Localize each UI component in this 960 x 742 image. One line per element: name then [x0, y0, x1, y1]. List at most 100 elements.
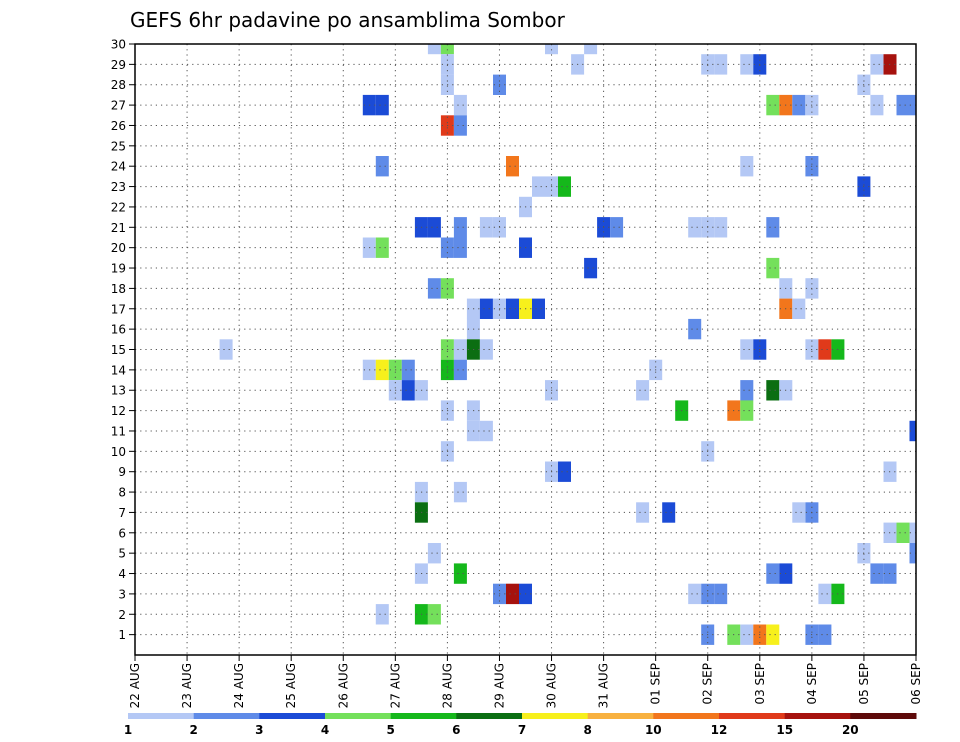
heatmap-cell [401, 380, 415, 401]
legend-label: 5 [387, 723, 395, 737]
y-tick-label: 14 [111, 363, 126, 377]
y-tick-label: 30 [111, 38, 126, 52]
y-tick-label: 15 [111, 343, 126, 357]
heatmap-cell [532, 176, 545, 197]
y-tick-label: 21 [111, 221, 126, 235]
heatmap-cell [740, 624, 754, 645]
heatmap-cell [479, 339, 493, 360]
grid-lines [134, 43, 917, 655]
x-tick-label: 05 SEP [857, 663, 871, 705]
heatmap-cell [766, 94, 780, 116]
heatmap-cell [766, 563, 780, 584]
x-tick-label: 29 AUG [492, 663, 506, 708]
heatmap-cell [636, 380, 650, 401]
heatmap-cell [532, 298, 545, 319]
heatmap-cell [870, 94, 884, 116]
heatmap-cell [427, 278, 441, 299]
y-tick-label: 2 [118, 608, 126, 622]
heatmap-cell [584, 44, 598, 55]
x-tick-label: 28 AUG [440, 663, 454, 708]
chart-title: GEFS 6hr padavine po ansamblima Sombor [130, 8, 566, 32]
legend-label: 1 [124, 723, 132, 737]
y-tick-label: 28 [111, 78, 126, 92]
x-tick-label: 31 AUG [597, 663, 611, 708]
legend-swatch [325, 713, 392, 719]
heatmap-cell [427, 543, 441, 564]
heatmap-cell [375, 604, 389, 625]
legend-swatch [653, 713, 720, 719]
heatmap-cell [909, 94, 916, 116]
y-tick-label: 8 [118, 486, 126, 500]
legend-label: 8 [584, 723, 592, 737]
heatmap-cell [453, 115, 467, 136]
heatmap-cell [375, 156, 389, 177]
heatmap-cell [453, 481, 467, 503]
heatmap-cell [909, 522, 916, 543]
y-tick-label: 24 [111, 160, 126, 174]
heatmap-cell [453, 339, 467, 360]
y-tick-label: 4 [118, 567, 126, 581]
legend-label: 4 [321, 723, 329, 737]
y-tick-label: 22 [111, 200, 126, 214]
heatmap-cell [909, 420, 916, 442]
heatmap-cell [896, 522, 910, 543]
x-tick-label: 24 AUG [232, 663, 246, 708]
legend-swatch [456, 713, 523, 719]
y-tick-label: 12 [111, 404, 126, 418]
heatmap-cell [453, 359, 467, 381]
heatmap-cell [688, 583, 702, 605]
heatmap-cell [792, 94, 806, 116]
heatmap-cell [506, 583, 519, 605]
legend-label: 2 [190, 723, 198, 737]
heatmap-cell [479, 298, 493, 319]
heatmap-cell [766, 257, 780, 279]
heatmap-cell [688, 318, 702, 340]
heatmap-cell [427, 604, 441, 625]
heatmap-cell [375, 94, 389, 116]
heatmap-cell [740, 54, 754, 75]
x-tick-label: 02 SEP [701, 663, 715, 705]
heatmap-cell [375, 237, 389, 258]
x-axis: 22 AUG 23 AUG 24 AUG 25 AUG 26 AUG 27 AUG 28 A… [128, 655, 923, 708]
heatmap-cell [792, 298, 806, 319]
color-legend: 1 2 3 4 5 6 7 8 10 12 15 20 [124, 713, 917, 737]
y-tick-label: 19 [111, 262, 126, 276]
y-tick-label: 11 [111, 424, 126, 438]
y-axis: 1234567891011121314151617181920212223242… [111, 38, 135, 642]
heatmap-cell [506, 298, 519, 319]
heatmap-cell [740, 339, 754, 360]
heatmap-cell [440, 44, 454, 55]
heatmap-cell [818, 339, 832, 360]
heatmap-cell [584, 257, 598, 279]
y-tick-label: 17 [111, 302, 126, 316]
heatmap-cell [545, 44, 558, 55]
heatmap-cell [870, 54, 884, 75]
x-tick-label: 03 SEP [753, 663, 767, 705]
legend-label: 15 [776, 723, 793, 737]
y-tick-label: 13 [111, 384, 126, 398]
heatmap-cell [792, 502, 806, 523]
heatmap-cell [558, 461, 571, 482]
heatmap-cell [558, 176, 571, 197]
heatmap-cell [662, 502, 676, 523]
x-tick-label: 25 AUG [284, 663, 298, 708]
heatmap-cell [453, 94, 467, 116]
legend-swatch [784, 713, 851, 719]
x-tick-label: 27 AUG [388, 663, 402, 708]
legend-swatch [719, 713, 786, 719]
x-tick-label: 23 AUG [180, 663, 194, 708]
heatmap-cell [688, 217, 702, 238]
heatmap-cell [740, 400, 754, 421]
y-tick-label: 18 [111, 282, 126, 296]
y-tick-label: 9 [118, 465, 126, 479]
heatmap-cell [870, 563, 884, 584]
heatmap-cell [453, 217, 467, 238]
heatmap-cell [427, 44, 441, 55]
heatmap-cell [427, 217, 441, 238]
x-tick-label: 26 AUG [336, 663, 350, 708]
heatmap-cell [740, 156, 754, 177]
heatmap-cell [610, 217, 624, 238]
y-tick-label: 27 [111, 99, 126, 113]
heatmap-cell [479, 217, 493, 238]
